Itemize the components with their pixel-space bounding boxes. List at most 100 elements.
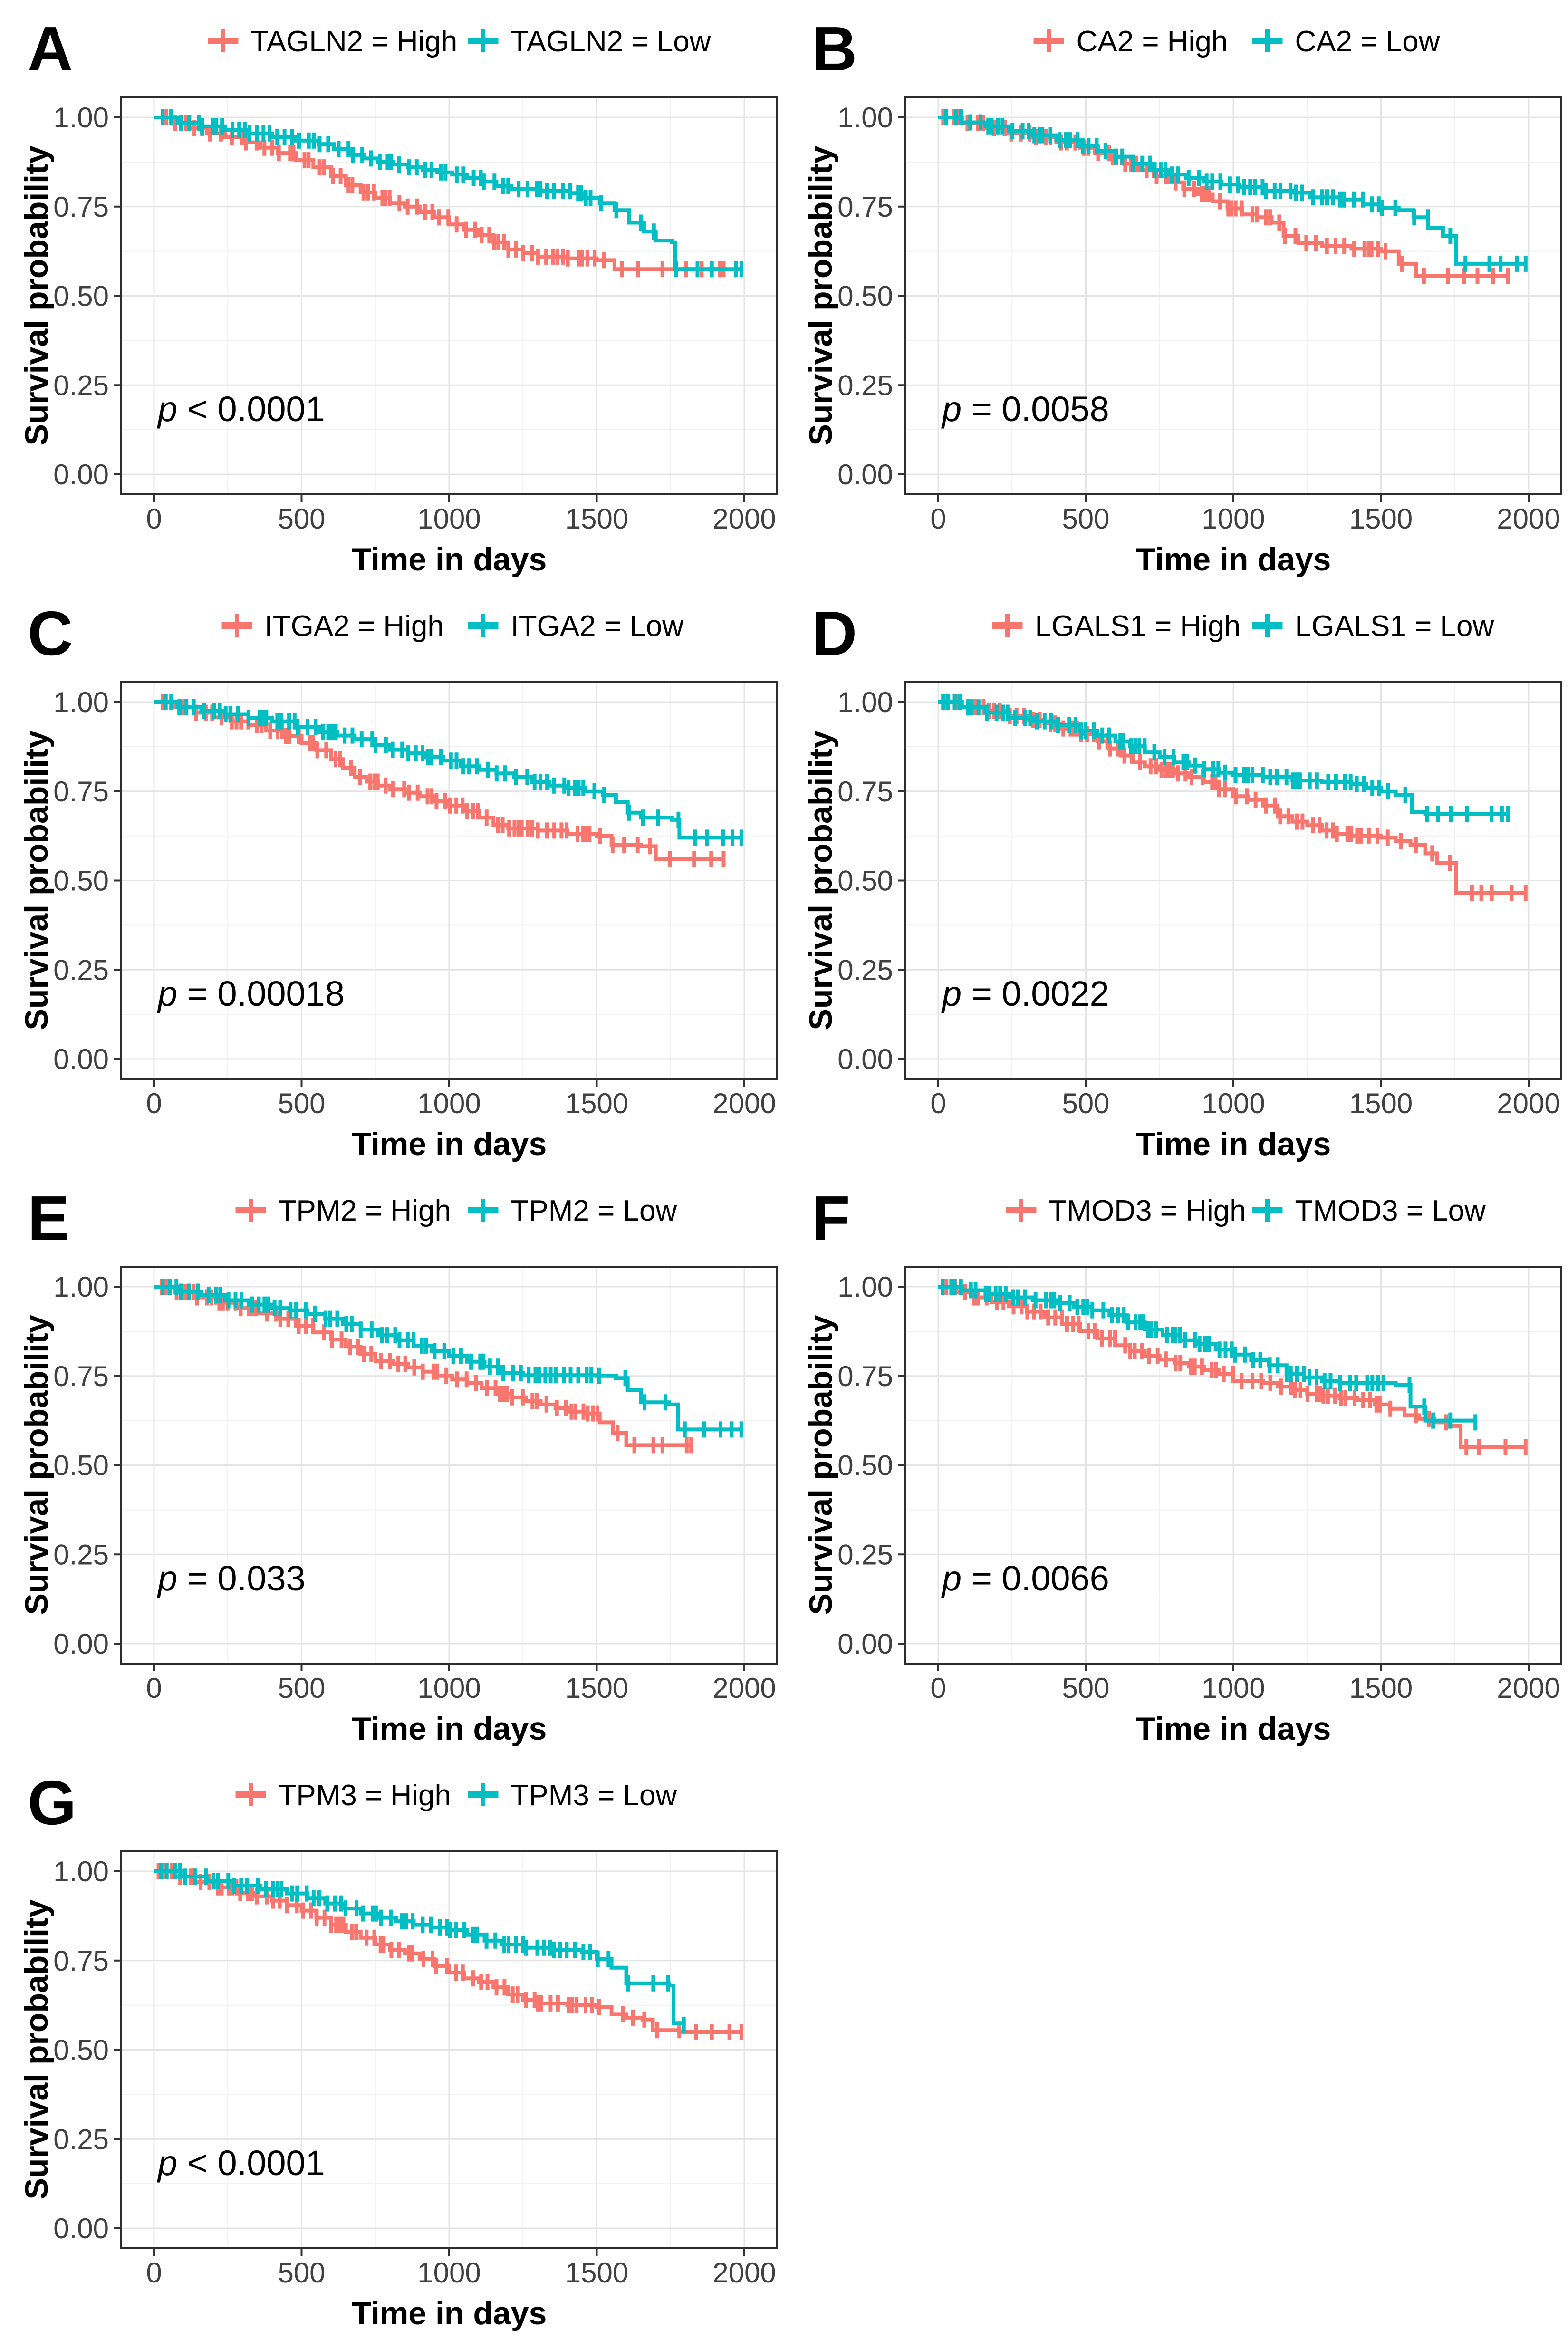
censor-tick-marks [161,109,743,278]
y-axis: 0.00 0.25 0.50 0.75 1.00 [53,1856,121,2244]
x-axis-title: Time in days [352,541,547,578]
legend-label: TPM2 = Low [511,1194,677,1227]
legend-item-low: LGALS1 = Low [1252,610,1494,643]
y-tick-label: 0.75 [837,776,893,808]
survival-curve-low [154,1863,686,2033]
km-step-line [938,116,1508,278]
panel-letter: C [28,598,73,668]
legend-label: CA2 = Low [1295,25,1440,58]
censor-tick-marks [163,694,743,846]
km-step-line [154,1869,741,2034]
legend-item-high: ITGA2 = High [221,610,444,643]
x-tick-label: 2000 [712,2257,776,2289]
legend-label: TPM3 = Low [511,1779,677,1812]
x-tick-label: 2000 [1497,503,1560,535]
x-tick-label: 1500 [565,2257,628,2289]
legend-item-high: TAGLN2 = High [208,25,457,58]
x-tick-label: 1000 [1202,503,1265,535]
y-tick-label: 0.50 [837,280,893,312]
x-tick-label: 1000 [1202,1088,1265,1119]
y-tick-label: 0.25 [53,369,109,401]
y-tick-label: 1.00 [53,1271,109,1303]
y-tick-label: 0.00 [837,1628,893,1660]
x-tick-label: 0 [146,1088,162,1119]
x-tick-label: 500 [1062,1088,1109,1119]
grid-lines [121,97,777,494]
y-tick-label: 0.25 [53,954,109,986]
x-axis-title: Time in days [352,1711,547,1747]
censor-tick-marks [159,1863,686,2033]
y-tick-label: 0.25 [53,1539,109,1570]
x-tick-label: 0 [146,503,162,535]
x-tick-label: 0 [146,1672,162,1704]
y-tick-label: 0.50 [837,1450,893,1482]
x-tick-label: 2000 [712,503,776,535]
grid-lines [905,97,1561,494]
y-tick-label: 1.00 [837,686,893,718]
survival-curve-low [154,109,743,278]
x-tick-label: 0 [930,1088,946,1119]
y-tick-label: 0.00 [53,1043,109,1075]
x-tick-label: 1500 [1349,1672,1413,1704]
x-axis-title: Time in days [1136,1711,1331,1747]
y-tick-label: 0.00 [53,1628,109,1660]
censor-tick-marks [941,1279,1478,1431]
survival-curve-low [154,1279,743,1438]
legend-item-low: TPM3 = Low [468,1779,677,1812]
x-axis: 0 500 1000 1500 2000 [146,494,776,535]
x-tick-label: 0 [930,503,946,535]
x-tick-label: 2000 [712,1088,776,1119]
legend-label: ITGA2 = High [265,610,444,643]
km-panel-E: E TPM2 = High TPM2 = Low 0 500 1000 1500 2000 0.… [19,1183,778,1747]
y-tick-label: 1.00 [837,1271,893,1303]
x-axis: 0 500 1000 1500 2000 [930,1079,1560,1119]
p-value-label: p = 0.0022 [941,974,1109,1013]
x-axis: 0 500 1000 1500 2000 [146,1079,776,1119]
legend-item-high: TMOD3 = High [1006,1194,1246,1227]
legend-item-high: TPM3 = High [235,1779,451,1812]
legend-label: ITGA2 = Low [511,610,684,643]
survival-curve-high [938,1279,1528,1455]
x-tick-label: 1500 [1349,503,1413,535]
x-tick-label: 500 [278,1088,325,1119]
grid-lines [905,682,1561,1079]
y-tick-label: 0.75 [53,1945,109,1977]
y-tick-label: 0.75 [837,191,893,223]
grid-lines [121,1851,777,2248]
x-tick-label: 500 [278,503,325,535]
y-axis-title: Survival probability [803,730,839,1030]
y-tick-label: 0.25 [837,954,893,986]
legend-item-low: CA2 = Low [1252,25,1440,58]
km-panel-C: C ITGA2 = High ITGA2 = Low 0 500 1000 1500 2000… [19,598,778,1162]
x-tick-label: 1500 [565,1088,628,1119]
censor-tick-marks [944,1279,1528,1455]
y-tick-label: 0.00 [837,1043,893,1075]
panel-letter: D [812,598,857,668]
legend-label: CA2 = High [1077,25,1228,58]
y-axis: 0.00 0.25 0.50 0.75 1.00 [53,1271,121,1660]
km-step-line [154,116,724,271]
legend-item-low: TAGLN2 = Low [468,25,711,58]
censor-tick-marks [944,694,1528,901]
censor-tick-marks [944,109,1528,272]
y-axis-title: Survival probability [19,730,55,1030]
x-tick-label: 2000 [712,1672,776,1704]
y-tick-label: 0.75 [53,191,109,223]
y-tick-label: 0.75 [837,1360,893,1392]
y-axis: 0.00 0.25 0.50 0.75 1.00 [837,686,905,1075]
x-axis-title: Time in days [1136,1126,1331,1162]
panel-letter: A [28,14,73,84]
x-tick-label: 1000 [417,503,481,535]
legend-item-low: TPM2 = Low [468,1194,677,1227]
panel-letter: G [28,1768,77,1838]
panel-letter: B [812,14,857,84]
legend-item-high: LGALS1 = High [992,610,1241,643]
y-tick-label: 0.00 [837,459,893,491]
y-tick-label: 0.75 [53,776,109,808]
y-tick-label: 1.00 [53,686,109,718]
y-tick-label: 1.00 [837,102,893,134]
x-tick-label: 0 [146,2257,162,2289]
km-panel-F: F TMOD3 = High TMOD3 = Low 0 500 1000 1500 2000… [803,1183,1562,1747]
km-step-line [938,700,1526,895]
y-tick-label: 1.00 [53,1856,109,1887]
